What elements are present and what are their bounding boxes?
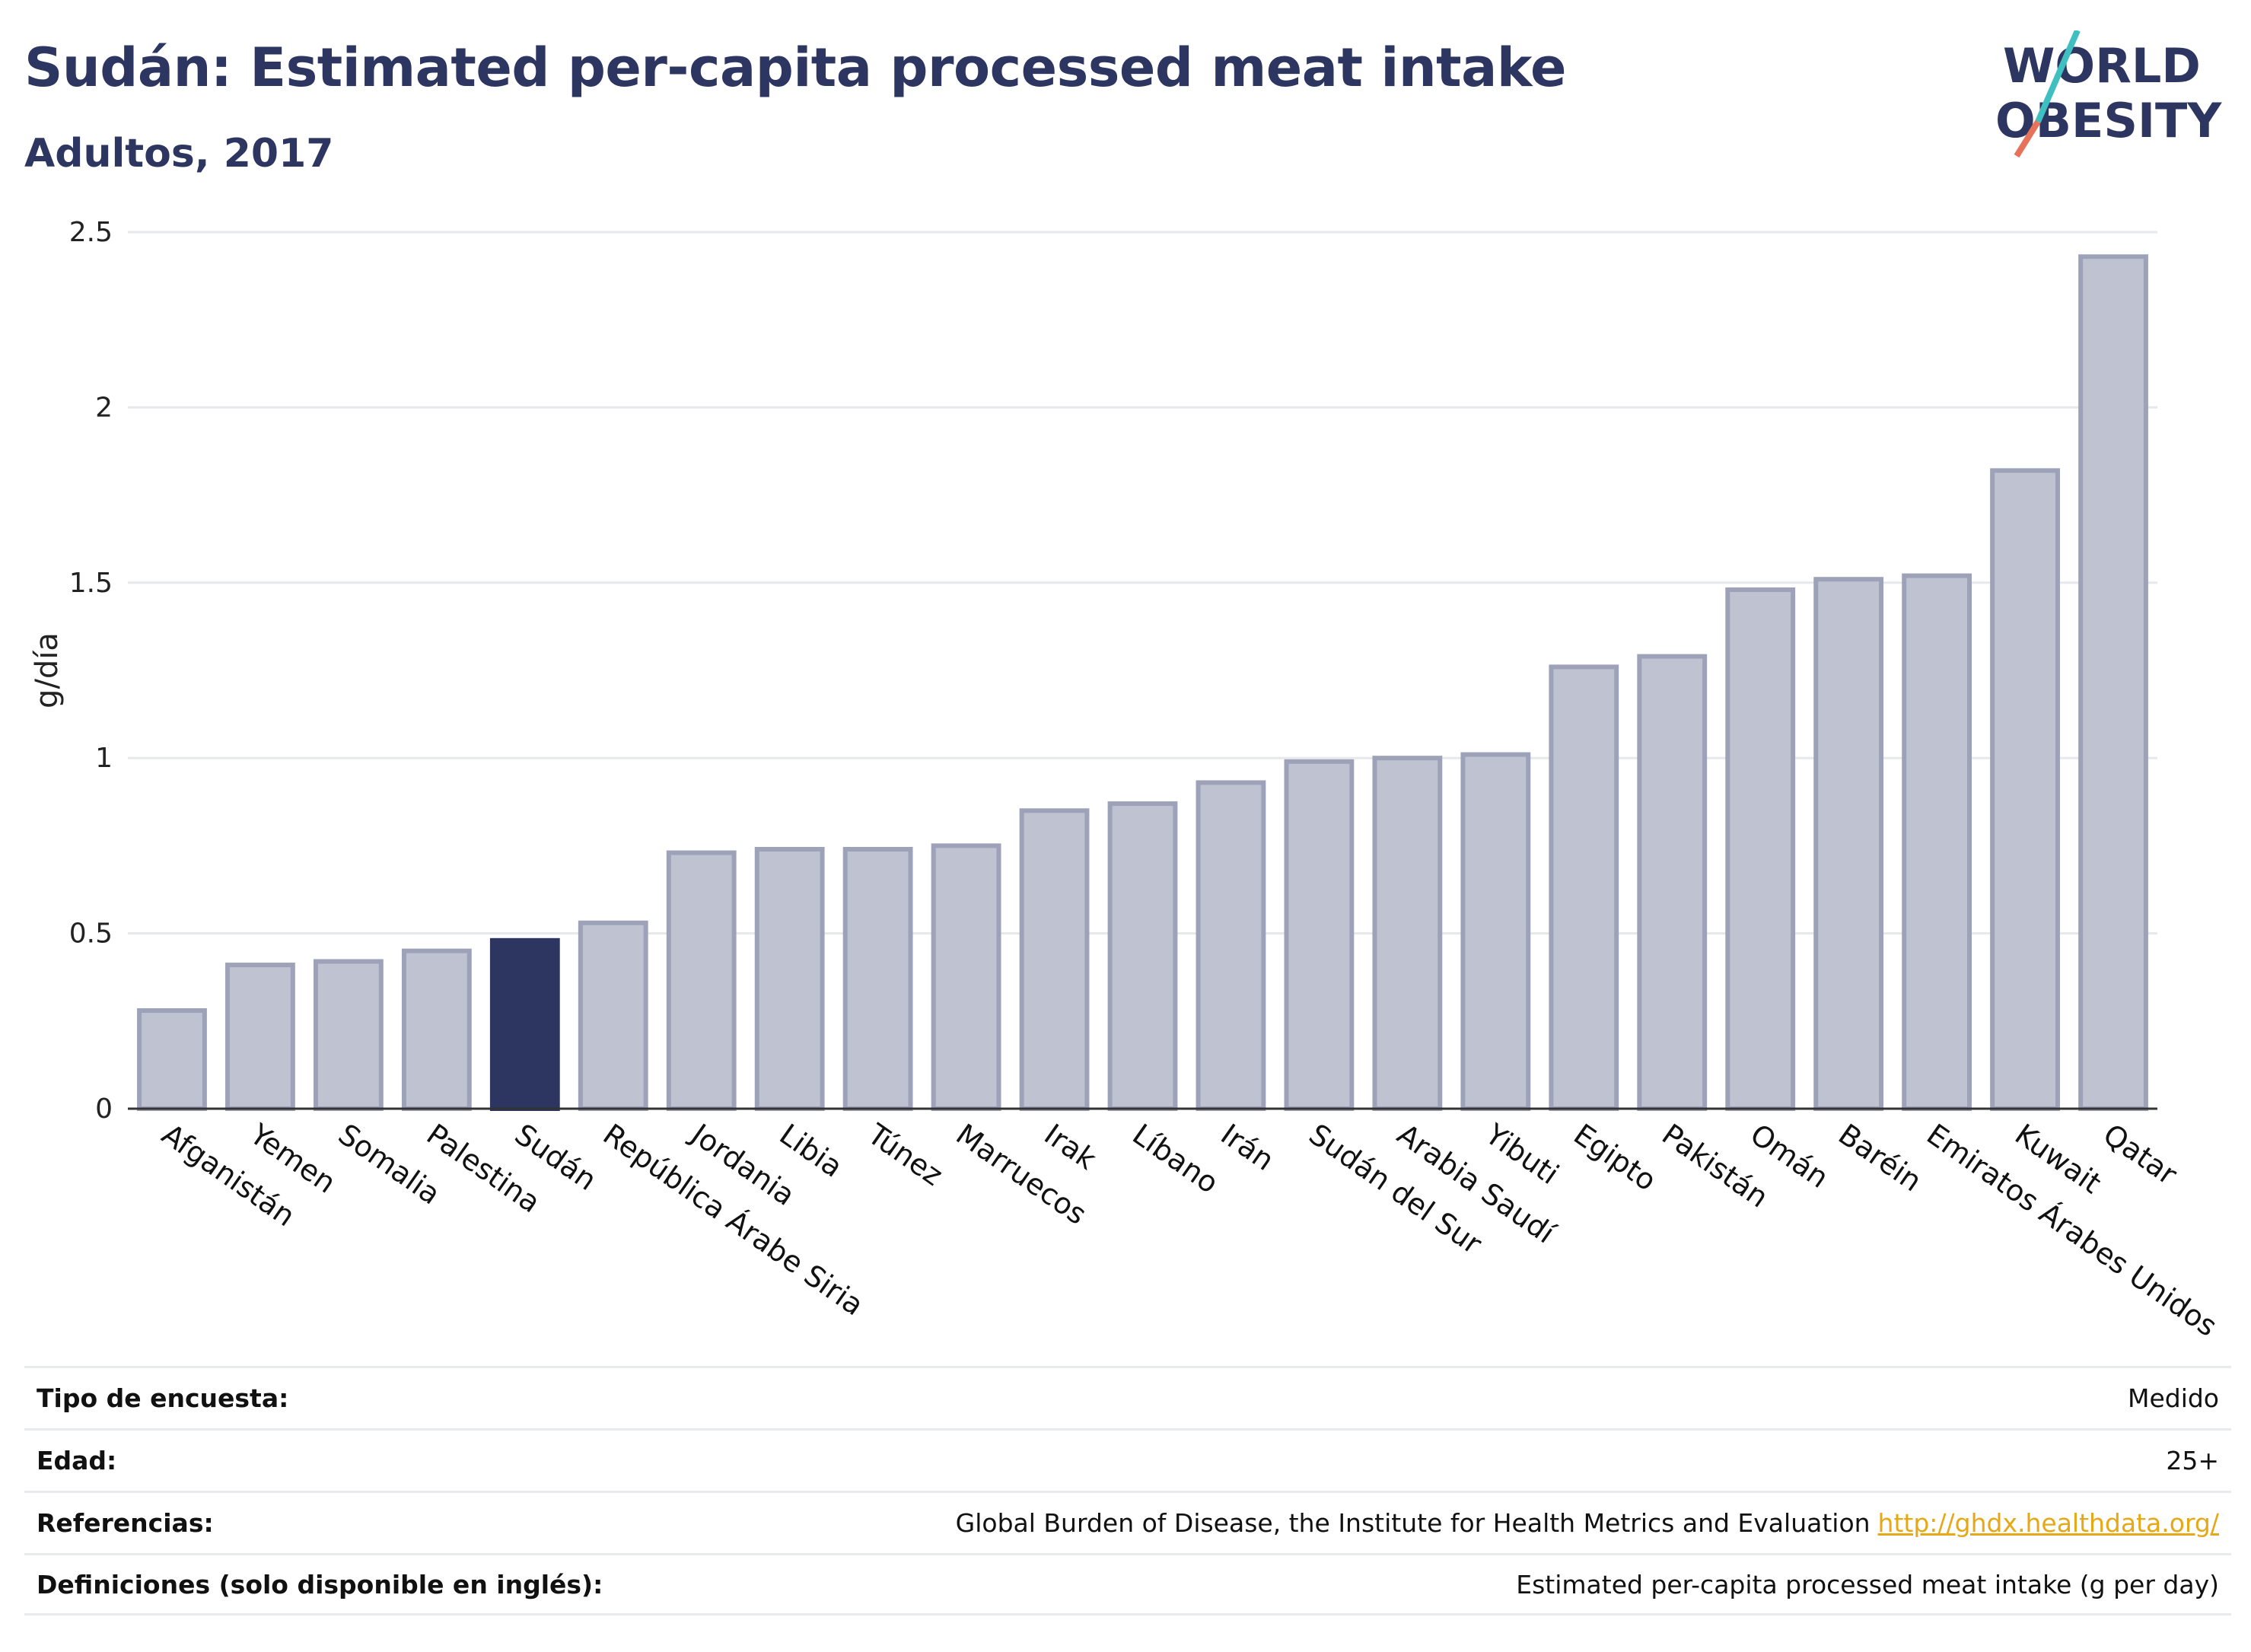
reference-link[interactable]: http://ghdx.healthdata.org/ xyxy=(1877,1508,2219,1538)
x-tick-label: Líbano xyxy=(1126,1117,1224,1200)
bar xyxy=(1196,780,1266,1111)
bar xyxy=(401,948,472,1112)
y-tick-label: 0 xyxy=(95,1093,113,1125)
info-row-survey: Tipo de encuesta: Medido xyxy=(24,1366,2231,1428)
bar xyxy=(225,963,295,1112)
bar xyxy=(1460,752,1531,1111)
bar xyxy=(1107,801,1178,1111)
bar xyxy=(1372,756,1443,1111)
bar xyxy=(1549,664,1619,1111)
bar xyxy=(1902,573,1972,1112)
info-row-definition: Definiciones (solo disponible en inglés)… xyxy=(24,1553,2231,1615)
bar xyxy=(1813,577,1884,1111)
bar xyxy=(931,843,1001,1112)
x-tick-label: Irán xyxy=(1215,1117,1280,1177)
info-value: Estimated per-capita processed meat inta… xyxy=(1516,1569,2219,1599)
info-value-references: Global Burden of Disease, the Institute … xyxy=(956,1508,2219,1538)
bar xyxy=(666,850,737,1112)
logo-line2: OBESITY xyxy=(1995,93,2222,148)
x-tick-label: Baréin xyxy=(1832,1117,1928,1198)
y-tick-label: 2.5 xyxy=(69,217,113,248)
chart-title: Sudán: Estimated per-capita processed me… xyxy=(24,37,1567,99)
y-tick-label: 0.5 xyxy=(69,918,113,950)
x-tick-label: Irak xyxy=(1038,1117,1102,1176)
info-label: Referencias: xyxy=(37,1508,214,1538)
info-label: Edad: xyxy=(37,1446,117,1475)
bar xyxy=(489,937,560,1111)
x-tick-label: Túnez xyxy=(861,1117,949,1192)
logo-slash-teal xyxy=(2035,30,2081,123)
info-table: Tipo de encuesta: Medido Edad: 25+ Refer… xyxy=(24,1366,2231,1615)
bar xyxy=(1990,468,2060,1111)
bar xyxy=(2078,254,2148,1112)
bar xyxy=(1284,759,1355,1111)
x-tick-label: Egipto xyxy=(1568,1117,1662,1197)
world-obesity-logo: WORLD OBESITY xyxy=(1995,30,2222,158)
logo-line1: WORLD xyxy=(2003,38,2201,94)
logo-slash-red xyxy=(2014,119,2041,158)
chart-subtitle: Adultos, 2017 xyxy=(24,131,334,177)
bar xyxy=(578,920,648,1111)
info-value: 25+ xyxy=(2166,1446,2219,1475)
info-row-references: Referencias: Global Burden of Disease, t… xyxy=(24,1491,2231,1553)
info-label: Tipo de encuesta: xyxy=(37,1383,289,1413)
bar xyxy=(1637,654,1708,1111)
reference-text: Global Burden of Disease, the Institute … xyxy=(955,1508,1871,1538)
info-row-age: Edad: 25+ xyxy=(24,1428,2231,1491)
bar xyxy=(842,847,913,1111)
bar-chart: 00.511.522.5g/díaAfganistánYemenSomaliaP… xyxy=(30,217,2223,1339)
bar xyxy=(313,959,384,1111)
y-tick-label: 1 xyxy=(95,743,113,774)
bar xyxy=(754,847,825,1111)
bar xyxy=(137,1007,207,1111)
bar xyxy=(1725,587,1796,1111)
y-tick-label: 1.5 xyxy=(69,568,113,599)
y-tick-label: 2 xyxy=(95,392,113,423)
info-label: Definiciones (solo disponible en inglés)… xyxy=(37,1569,603,1599)
x-tick-label: Qatar xyxy=(2097,1117,2183,1192)
y-axis-label: g/día xyxy=(30,632,65,708)
info-value: Medido xyxy=(2127,1383,2219,1413)
bar xyxy=(1019,808,1090,1111)
